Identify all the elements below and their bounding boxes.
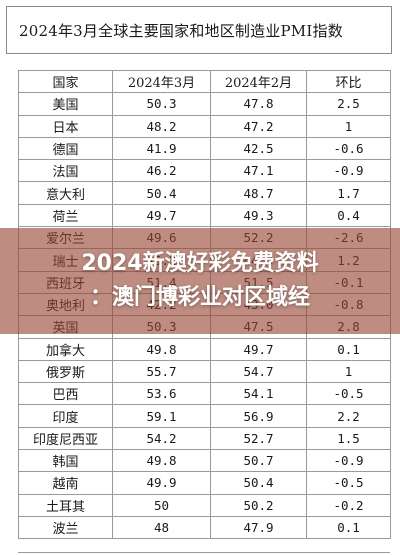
- cell-february-value: 54.7: [210, 359, 307, 384]
- cell-march-value: 54.2: [112, 426, 211, 451]
- cell-march-value: 50: [112, 493, 211, 517]
- cell-march-value: 46.2: [112, 159, 211, 183]
- table-row: 韩国 49.8 50.7 -0.9: [18, 449, 391, 473]
- cell-country: 加拿大: [18, 337, 113, 361]
- cell-mom-change: -0.2: [306, 493, 391, 517]
- cell-march-value: 48.2: [112, 114, 211, 138]
- cell-country: 印度尼西亚: [18, 426, 113, 451]
- cell-march-value: 41.9: [112, 136, 211, 161]
- table-row: 俄罗斯 55.7 54.7 1: [18, 359, 391, 384]
- cell-february-value: 48.7: [210, 181, 307, 205]
- cell-february-value: 47.9: [210, 515, 307, 540]
- cell-country: 波兰: [18, 515, 113, 540]
- table-row: 巴西 53.6 54.1 -0.5: [18, 382, 391, 406]
- header-country: 国家: [18, 69, 113, 94]
- cell-mom-change: -0.9: [306, 159, 391, 183]
- table-row: 越南 49.9 50.4 -0.5: [18, 471, 391, 495]
- header-march: 2024年3月: [112, 69, 211, 94]
- cell-mom-change: -0.9: [306, 449, 391, 473]
- cell-march-value: 53.6: [112, 382, 211, 406]
- cell-mom-change: 1: [306, 359, 391, 384]
- cell-mom-change: 1: [306, 114, 391, 138]
- cell-country: 美国: [18, 92, 113, 116]
- cell-february-value: 49.7: [210, 337, 307, 361]
- cell-mom-change: 1.5: [306, 426, 391, 451]
- overlay-banner: 2024新澳好彩免费资料 ：澳门博彩业对区域经: [0, 228, 400, 334]
- table-title: 2024年3月全球主要国家和地区制造业PMI指数: [6, 6, 392, 54]
- table-title-text: 2024年3月全球主要国家和地区制造业PMI指数: [19, 21, 343, 40]
- table-row: 波兰 48 47.9 0.1: [18, 515, 391, 540]
- table-row: 加拿大 49.8 49.7 0.1: [18, 337, 391, 361]
- cell-february-value: 47.8: [210, 92, 307, 116]
- table-row: 意大利 50.4 48.7 1.7: [18, 181, 391, 205]
- table-row: 美国 50.3 47.8 2.5: [18, 92, 391, 116]
- cell-february-value: 42.5: [210, 136, 307, 161]
- cell-mom-change: -0.5: [306, 382, 391, 406]
- cell-country: 巴西: [18, 382, 113, 406]
- table-row: 日本 48.2 47.2 1: [18, 114, 391, 138]
- cell-february-value: 50.4: [210, 471, 307, 495]
- header-row: 国家 2024年3月 2024年2月 环比: [18, 69, 391, 94]
- cell-mom-change: 1.7: [306, 181, 391, 205]
- banner-line-1: 2024新澳好彩免费资料: [81, 251, 319, 276]
- banner-line-2: ：澳门博彩业对区域经: [89, 285, 310, 310]
- cell-country: 韩国: [18, 449, 113, 473]
- cell-country: 法国: [18, 159, 113, 183]
- cell-march-value: 49.8: [112, 337, 211, 361]
- table-header: 国家 2024年3月 2024年2月 环比: [18, 69, 391, 94]
- cell-february-value: 49.3: [210, 203, 307, 228]
- cell-country: 印度: [18, 404, 113, 428]
- cell-february-value: 47.1: [210, 159, 307, 183]
- table-row: 土耳其 50 50.2 -0.2: [18, 493, 391, 517]
- header-mom-change: 环比: [306, 69, 391, 94]
- cell-february-value: 50.7: [210, 449, 307, 473]
- cell-country: 德国: [18, 136, 113, 161]
- cell-country: 意大利: [18, 181, 113, 205]
- cell-march-value: 50.4: [112, 181, 211, 205]
- cell-country: 荷兰: [18, 203, 113, 228]
- cell-february-value: 50.2: [210, 493, 307, 517]
- header-february: 2024年2月: [210, 69, 307, 94]
- cell-country: 土耳其: [18, 493, 113, 517]
- table-row: 德国 41.9 42.5 -0.6: [18, 136, 391, 161]
- cell-march-value: 55.7: [112, 359, 211, 384]
- cell-february-value: 56.9: [210, 404, 307, 428]
- cell-february-value: 54.1: [210, 382, 307, 406]
- cell-country: 俄罗斯: [18, 359, 113, 384]
- cell-mom-change: -0.6: [306, 136, 391, 161]
- table-row: 印度 59.1 56.9 2.2: [18, 404, 391, 428]
- table-row: 印度尼西亚 54.2 52.7 1.5: [18, 426, 391, 451]
- cell-mom-change: 0.1: [306, 515, 391, 540]
- cell-march-value: 49.7: [112, 203, 211, 228]
- cell-mom-change: -0.5: [306, 471, 391, 495]
- cell-mom-change: 0.4: [306, 203, 391, 228]
- cell-mom-change: 2.2: [306, 404, 391, 428]
- cell-mom-change: 2.5: [306, 92, 391, 116]
- cell-march-value: 49.9: [112, 471, 211, 495]
- table-bottom-border: [18, 552, 390, 553]
- cell-country: 越南: [18, 471, 113, 495]
- cell-march-value: 50.3: [112, 92, 211, 116]
- cell-mom-change: 0.1: [306, 337, 391, 361]
- table-row: 法国 46.2 47.1 -0.9: [18, 159, 391, 183]
- cell-march-value: 48: [112, 515, 211, 540]
- cell-february-value: 52.7: [210, 426, 307, 451]
- cell-march-value: 59.1: [112, 404, 211, 428]
- cell-march-value: 49.8: [112, 449, 211, 473]
- cell-february-value: 47.2: [210, 114, 307, 138]
- table-row: 荷兰 49.7 49.3 0.4: [18, 203, 391, 228]
- cell-country: 日本: [18, 114, 113, 138]
